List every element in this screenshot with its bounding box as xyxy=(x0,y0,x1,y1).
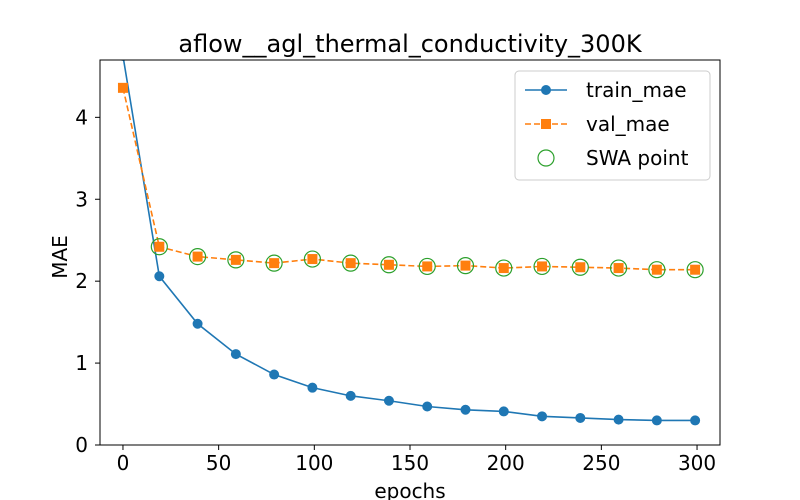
data-point-swa-point xyxy=(418,257,436,276)
x-tick-label: 100 xyxy=(295,451,333,475)
data-point-val-mae xyxy=(575,262,586,273)
legend: train_mae val_mae SWA point xyxy=(514,70,711,181)
data-point-swa-point xyxy=(265,254,283,272)
data-point-train-mae xyxy=(422,401,433,412)
data-point-val-mae xyxy=(651,264,662,275)
data-point-swa-point xyxy=(456,257,475,275)
data-point-swa-point xyxy=(342,254,360,272)
y-axis-label: MAE xyxy=(48,235,72,279)
data-point-swa-point xyxy=(227,251,245,269)
data-point-swa-point xyxy=(150,238,168,256)
legend-frame xyxy=(514,70,711,181)
x-tick-label: 0 xyxy=(117,451,130,475)
y-tick-label: 1 xyxy=(75,351,88,375)
data-point-swa-point xyxy=(686,261,704,279)
legend-entry-val-mae: val_mae xyxy=(525,112,670,136)
data-point-swa-point xyxy=(188,247,207,266)
data-point-swa-point xyxy=(533,257,551,276)
data-point-val-mae xyxy=(269,258,280,269)
data-point-val-mae xyxy=(537,261,548,272)
y-tick-label: 3 xyxy=(75,187,88,211)
x-tick-label: 50 xyxy=(206,451,231,475)
data-point-swa-point xyxy=(609,259,628,277)
data-point-swa-point xyxy=(380,256,398,274)
data-point-train-mae xyxy=(307,382,318,393)
series-swa-point xyxy=(150,238,704,279)
data-point-train-mae xyxy=(575,412,586,423)
data-point-val-mae xyxy=(383,259,394,270)
data-point-val-mae xyxy=(192,251,203,262)
data-point-train-mae xyxy=(383,395,394,406)
legend-marker-train-mae xyxy=(541,85,551,95)
data-point-train-mae xyxy=(613,414,624,425)
series-line-val-mae xyxy=(122,87,696,271)
data-point-val-mae xyxy=(154,241,165,252)
data-point-train-mae xyxy=(537,411,548,422)
y-tick-label: 2 xyxy=(75,269,88,293)
data-point-train-mae xyxy=(269,369,280,380)
data-point-val-mae xyxy=(498,263,509,274)
chart-title: aflow__agl_thermal_conductivity_300K xyxy=(178,30,642,58)
x-tick-label: 150 xyxy=(391,451,429,475)
x-tick-label: 200 xyxy=(487,451,525,475)
data-point-train-mae xyxy=(460,404,471,415)
data-point-val-mae xyxy=(230,254,241,265)
data-point-val-mae xyxy=(117,82,128,93)
x-tick-label: 300 xyxy=(678,451,716,475)
data-point-train-mae xyxy=(154,271,165,282)
data-point-train-mae xyxy=(690,415,701,426)
data-point-train-mae xyxy=(192,318,203,329)
data-point-val-mae xyxy=(307,254,318,265)
data-point-train-mae xyxy=(498,406,509,417)
data-point-swa-point xyxy=(571,258,589,276)
data-point-train-mae xyxy=(230,349,241,360)
data-point-train-mae xyxy=(345,390,356,401)
data-point-swa-point xyxy=(303,250,322,268)
legend-label-train-mae: train_mae xyxy=(586,78,687,102)
data-point-swa-point xyxy=(648,261,666,279)
series-line-train-mae xyxy=(122,60,696,422)
data-point-val-mae xyxy=(422,261,433,272)
y-tick-label: 0 xyxy=(75,433,88,457)
data-point-val-mae xyxy=(613,263,624,274)
y-tick-label: 4 xyxy=(75,105,88,129)
legend-label-swa-point: SWA point xyxy=(586,146,689,170)
legend-marker-swa-point xyxy=(537,149,555,167)
series-train-mae xyxy=(120,60,701,426)
data-point-val-mae xyxy=(690,264,701,275)
legend-entry-swa-point: SWA point xyxy=(537,146,689,170)
data-point-swa-point xyxy=(495,259,513,277)
data-point-train-mae xyxy=(651,415,662,426)
x-tick-label: 250 xyxy=(582,451,620,475)
data-point-val-mae xyxy=(460,260,471,271)
legend-marker-val-mae xyxy=(541,119,551,129)
series-val-mae xyxy=(117,82,701,275)
data-point-val-mae xyxy=(345,258,356,269)
legend-label-val-mae: val_mae xyxy=(586,112,670,136)
x-axis-label: epochs xyxy=(374,479,445,500)
legend-entry-train-mae: train_mae xyxy=(525,78,687,102)
